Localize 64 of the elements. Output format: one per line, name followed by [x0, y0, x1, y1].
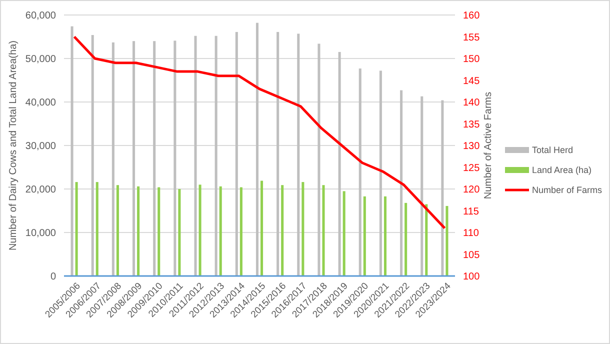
- bar: [219, 186, 222, 276]
- legend-label: Number of Farms: [532, 185, 603, 196]
- bar: [96, 182, 98, 276]
- legend-label: Land Area (ha): [532, 165, 592, 176]
- bar: [178, 189, 181, 276]
- y2-tick-label: 100: [463, 272, 480, 282]
- bar: [379, 70, 382, 276]
- bar: [297, 34, 300, 276]
- bar: [302, 182, 304, 276]
- bar: [400, 90, 403, 276]
- bar: [318, 44, 320, 276]
- y2-tick-label: 140: [463, 98, 480, 108]
- bar: [137, 186, 140, 276]
- bar: [240, 187, 242, 276]
- bar: [363, 196, 366, 276]
- y2-tick-label: 145: [463, 76, 480, 87]
- y2-tick-label: 155: [463, 32, 480, 44]
- bar: [112, 42, 114, 276]
- bar: [235, 32, 238, 276]
- bar: [132, 41, 136, 276]
- bar: [174, 40, 176, 276]
- y2-tick-label: 160: [463, 10, 480, 22]
- bar: [342, 191, 346, 276]
- y2-tick-label: 110: [463, 228, 480, 239]
- y2-tick-label: 120: [463, 184, 480, 196]
- bar: [70, 26, 74, 276]
- bar: [198, 184, 202, 276]
- bar: [404, 202, 408, 276]
- bar: [158, 187, 160, 276]
- bar: [358, 68, 362, 276]
- bar: [153, 41, 156, 276]
- bar: [338, 52, 341, 276]
- bar: [384, 196, 386, 276]
- y-tick-label: 40,000: [25, 98, 56, 108]
- y-tick-label: 20,000: [25, 184, 56, 196]
- bar: [420, 96, 424, 276]
- bar: [441, 100, 444, 276]
- y2-axis-title: Number of Active Farms: [483, 92, 494, 200]
- bar: [75, 182, 78, 276]
- line-series: [73, 36, 446, 230]
- bar: [256, 22, 258, 276]
- bar: [425, 204, 428, 276]
- y2-tick-label: 125: [463, 162, 480, 174]
- y-tick-label: 10,000: [25, 228, 56, 239]
- y-axis-title: Number of Dairy Cows and Total Land Area(ha): [8, 40, 19, 250]
- y-tick-label: 30,000: [25, 141, 56, 152]
- bar: [194, 36, 197, 276]
- y2-tick-label: 150: [463, 54, 480, 65]
- y2-tick-label: 135: [463, 119, 480, 130]
- y2-tick-label: 115: [463, 206, 480, 218]
- bar: [116, 185, 119, 276]
- bar: [214, 36, 218, 276]
- y2-tick-label: 105: [463, 250, 480, 261]
- y-tick-label: 60,000: [25, 10, 56, 22]
- bar: [260, 180, 264, 276]
- bar: [91, 35, 94, 276]
- legend-label: Total Herd: [532, 145, 574, 156]
- bar: [446, 206, 448, 276]
- bar: [276, 32, 280, 276]
- y-tick-label: 50,000: [25, 54, 56, 65]
- bar: [322, 185, 325, 276]
- y-tick-label: 0: [50, 272, 56, 282]
- y2-tick-label: 130: [463, 141, 480, 152]
- bar: [281, 185, 284, 276]
